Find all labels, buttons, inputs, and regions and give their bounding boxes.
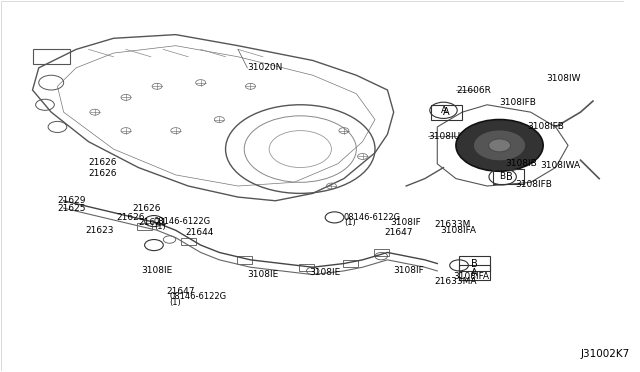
Text: 3108IE: 3108IE <box>247 270 278 279</box>
Text: A: A <box>440 106 447 115</box>
Text: 08146-6122G: 08146-6122G <box>154 217 211 225</box>
Text: 08146-6122G: 08146-6122G <box>170 292 227 301</box>
Text: 21626: 21626 <box>88 169 117 177</box>
Text: 3108IFA: 3108IFA <box>453 272 489 281</box>
Text: 3108IFB: 3108IFB <box>527 122 564 131</box>
Text: 31020N: 31020N <box>247 63 283 72</box>
Bar <box>342 260 358 267</box>
Text: (1): (1) <box>344 218 356 227</box>
Bar <box>33 49 70 64</box>
Text: B: B <box>500 172 506 181</box>
Text: 21633M: 21633M <box>434 220 470 229</box>
Text: 3108IWA: 3108IWA <box>540 161 580 170</box>
Text: (1): (1) <box>154 222 166 231</box>
Text: 21626: 21626 <box>88 157 117 167</box>
Text: 21647: 21647 <box>385 228 413 237</box>
Text: 21621: 21621 <box>138 218 167 227</box>
Text: A: A <box>471 268 478 278</box>
Text: 21606R: 21606R <box>456 86 491 94</box>
Text: 3108IFA: 3108IFA <box>440 226 476 235</box>
Text: 21626: 21626 <box>132 203 161 213</box>
Bar <box>137 223 152 230</box>
Bar <box>431 105 462 119</box>
Text: 3108IE: 3108IE <box>141 266 173 275</box>
Text: 21626: 21626 <box>116 213 145 222</box>
Text: B: B <box>506 172 512 182</box>
Text: 21633MA: 21633MA <box>434 278 477 286</box>
Text: B: B <box>471 259 478 269</box>
Bar <box>459 265 490 280</box>
Text: 21629: 21629 <box>58 196 86 205</box>
Bar <box>180 238 196 245</box>
Text: 21625: 21625 <box>58 203 86 213</box>
Text: A: A <box>444 107 450 117</box>
Circle shape <box>456 119 543 171</box>
Text: 21647: 21647 <box>166 287 195 296</box>
Text: 3108IE: 3108IE <box>310 268 341 277</box>
Text: 21644: 21644 <box>185 228 214 237</box>
Bar <box>493 169 524 184</box>
Circle shape <box>489 139 511 152</box>
Text: 3108IU: 3108IU <box>428 132 460 141</box>
Text: 3108IF: 3108IF <box>394 266 424 275</box>
Bar <box>374 249 388 256</box>
Text: 08146-6122G: 08146-6122G <box>344 213 401 222</box>
Text: 3108IFB: 3108IFB <box>500 99 536 108</box>
Bar <box>237 256 252 263</box>
Text: 3108IB: 3108IB <box>506 159 538 169</box>
Text: 3108IW: 3108IW <box>547 74 580 83</box>
Circle shape <box>474 130 525 161</box>
Bar <box>459 256 490 271</box>
Text: 3108IF: 3108IF <box>390 218 421 227</box>
Bar <box>299 263 314 271</box>
Text: 21623: 21623 <box>86 226 114 235</box>
Text: (1): (1) <box>170 298 181 307</box>
Text: 3108IFB: 3108IFB <box>515 180 552 189</box>
Text: J31002K7: J31002K7 <box>580 349 630 359</box>
